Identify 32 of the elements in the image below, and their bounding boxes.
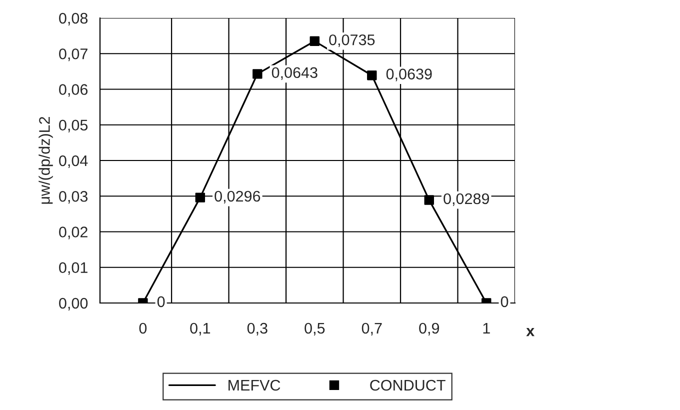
data-label: 0,0296 xyxy=(214,190,260,204)
x-tick-label: 0,9 xyxy=(419,322,440,336)
x-tick-label: 0,7 xyxy=(362,322,382,336)
y-tick-label: 0,03 xyxy=(59,190,88,204)
y-tick-label: 0,02 xyxy=(59,226,88,240)
y-tick-label: 0,01 xyxy=(59,262,88,275)
y-tick-label: 0,08 xyxy=(59,12,88,26)
y-axis-title: μw/(dp/dz)L2 xyxy=(38,116,53,204)
x-tick-label: 0,5 xyxy=(304,322,325,336)
y-tick-label: 0,06 xyxy=(59,84,88,97)
legend-label: MEFVC xyxy=(228,380,280,391)
data-label: 0,0735 xyxy=(329,34,375,48)
x-tick-label: 1 xyxy=(483,323,490,334)
point xyxy=(367,70,377,80)
data-label: 0,0643 xyxy=(272,67,318,80)
point xyxy=(310,36,320,46)
x-tick-label: 0,3 xyxy=(247,322,268,336)
x-axis-title: x xyxy=(526,328,534,336)
y-tick-label: 0,04 xyxy=(59,155,88,168)
y-tick-label: 0,05 xyxy=(59,120,88,132)
y-tick-label: 0,00 xyxy=(59,298,88,310)
data-label: 0 xyxy=(157,296,165,308)
data-label: 0,0289 xyxy=(444,193,490,206)
y-tick-label: 0,07 xyxy=(59,48,88,62)
data-label: 0 xyxy=(500,296,508,308)
point xyxy=(195,192,206,202)
point xyxy=(424,195,434,205)
x-tick-label: 0 xyxy=(139,322,147,334)
data-label: 0,0639 xyxy=(386,68,432,82)
point xyxy=(252,69,262,79)
x-tick-label: 0,1 xyxy=(190,322,210,336)
legend-label: CONDUCT xyxy=(370,380,446,391)
